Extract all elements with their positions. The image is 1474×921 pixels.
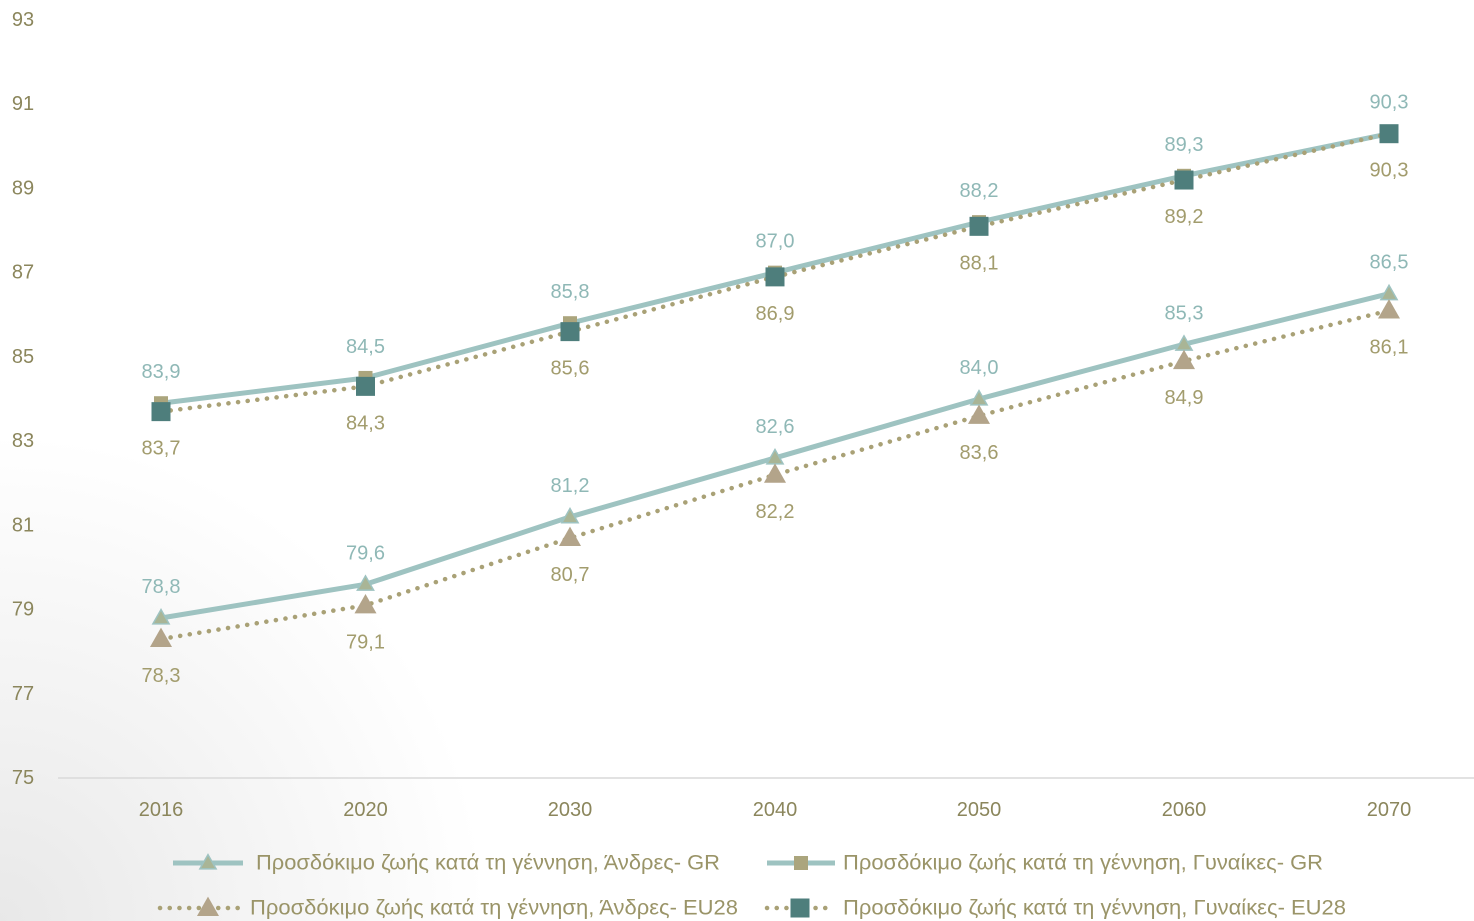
- series-men-gr: [151, 283, 1399, 625]
- series-layer: [149, 124, 1401, 648]
- legend-label-women-eu28: Προσδόκιμο ζωής κατά τη γέννηση, Γυναίκε…: [843, 897, 1346, 920]
- data-label: 84,5: [346, 336, 385, 358]
- legend-square-marker: [790, 898, 810, 918]
- data-label: 84,9: [1165, 387, 1204, 409]
- x-tick-label: 2020: [343, 799, 388, 821]
- data-label: 78,8: [142, 576, 181, 598]
- data-point-triangle: [356, 574, 375, 591]
- data-point-square: [1379, 124, 1399, 144]
- data-label: 81,2: [551, 475, 590, 497]
- data-label: 83,7: [142, 438, 181, 460]
- x-tick-label: 2016: [139, 799, 184, 821]
- legend-square-marker: [794, 856, 808, 870]
- data-point-square: [356, 376, 375, 396]
- data-label: 88,1: [960, 252, 999, 274]
- data-label: 87,0: [756, 231, 795, 253]
- legend-label-men-eu28: Προσδόκιμο ζωής κατά τη γέννηση, Άνδρες-…: [250, 897, 738, 920]
- data-label: 84,3: [346, 412, 385, 434]
- x-tick-label: 2050: [957, 799, 1002, 821]
- data-label: 88,2: [960, 180, 999, 202]
- data-point-square: [1174, 170, 1194, 190]
- data-label: 85,6: [551, 358, 590, 380]
- data-point-triangle: [149, 627, 173, 648]
- data-label: 85,3: [1165, 302, 1204, 324]
- x-tick-label: 2070: [1367, 799, 1412, 821]
- legend-item-men-gr: Προσδόκιμο ζωής κατά τη γέννηση, Άνδρες-…: [173, 852, 720, 875]
- data-label: 90,3: [1370, 92, 1409, 114]
- x-tick-label: 2040: [753, 799, 798, 821]
- y-tick-label: 89: [12, 177, 34, 199]
- y-tick-label: 91: [12, 93, 34, 115]
- data-point-square: [969, 216, 989, 236]
- data-label: 83,6: [960, 442, 999, 464]
- data-label: 80,7: [551, 564, 590, 586]
- series-men-eu28: [149, 299, 1401, 648]
- legend-item-women-eu28: Προσδόκιμο ζωής κατά τη γέννηση, Γυναίκε…: [764, 897, 1346, 920]
- y-tick-label: 85: [12, 346, 34, 368]
- data-point-square: [765, 267, 785, 287]
- data-point-triangle: [1377, 299, 1401, 319]
- data-point-triangle: [763, 463, 787, 483]
- data-point-triangle: [1379, 283, 1399, 301]
- legend-triangle-marker: [198, 853, 218, 870]
- data-point-triangle: [151, 608, 171, 625]
- data-label: 83,9: [142, 361, 181, 383]
- x-tick-label: 2060: [1162, 799, 1207, 821]
- data-point-square: [151, 402, 171, 422]
- data-label: 79,6: [346, 542, 385, 564]
- data-label: 86,1: [1370, 337, 1409, 359]
- data-point-triangle: [967, 404, 991, 424]
- x-tick-label: 2030: [548, 799, 593, 821]
- legend-label-women-gr: Προσδόκιμο ζωής κατά τη γέννηση, Γυναίκε…: [843, 852, 1323, 875]
- y-tick-label: 77: [12, 683, 34, 705]
- data-label: 82,6: [756, 416, 795, 438]
- legend-item-men-eu28: Προσδόκιμο ζωής κατά τη γέννηση, Άνδρες-…: [157, 896, 738, 920]
- data-label: 90,3: [1370, 160, 1409, 182]
- y-tick-label: 93: [12, 9, 34, 31]
- data-label: 85,8: [551, 281, 590, 303]
- legend-label-men-gr: Προσδόκιμο ζωής κατά τη γέννηση, Άνδρες-…: [256, 852, 720, 875]
- data-label: 78,3: [142, 665, 181, 687]
- data-label: 82,2: [756, 501, 795, 523]
- y-tick-label: 79: [12, 599, 34, 621]
- legend-triangle-marker: [196, 896, 220, 916]
- data-label: 86,9: [756, 303, 795, 325]
- data-point-triangle: [354, 593, 377, 614]
- data-labels: 78,8 79,6 81,2 82,6 84,0 85,3 86,5 83,9 84,5 85,8…: [142, 92, 1409, 687]
- data-label: 89,2: [1165, 206, 1204, 228]
- legend-item-women-gr: Προσδόκιμο ζωής κατά τη γέννηση, Γυναίκε…: [767, 852, 1323, 875]
- y-tick-label: 81: [12, 514, 34, 536]
- y-tick-label: 75: [12, 767, 34, 789]
- legend: Προσδόκιμο ζωής κατά τη γέννηση, Άνδρες-…: [157, 852, 1346, 920]
- data-label: 89,3: [1165, 134, 1204, 156]
- data-label: 86,5: [1370, 252, 1409, 274]
- data-point-triangle: [560, 506, 580, 524]
- data-label: 84,0: [960, 357, 999, 379]
- data-point-triangle: [558, 526, 582, 546]
- data-point-square: [560, 322, 580, 342]
- y-tick-label: 87: [12, 262, 34, 284]
- data-label: 79,1: [346, 631, 385, 653]
- y-tick-label: 83: [12, 430, 34, 452]
- series-women-eu28: [151, 124, 1399, 422]
- y-axis-tick-labels: 75 77 79 81 83 85 87 89 91 93: [12, 9, 34, 789]
- data-point-triangle: [1172, 349, 1196, 370]
- x-axis-tick-labels: 2016 2020 2030 2040 2050 2060 2070: [139, 799, 1412, 821]
